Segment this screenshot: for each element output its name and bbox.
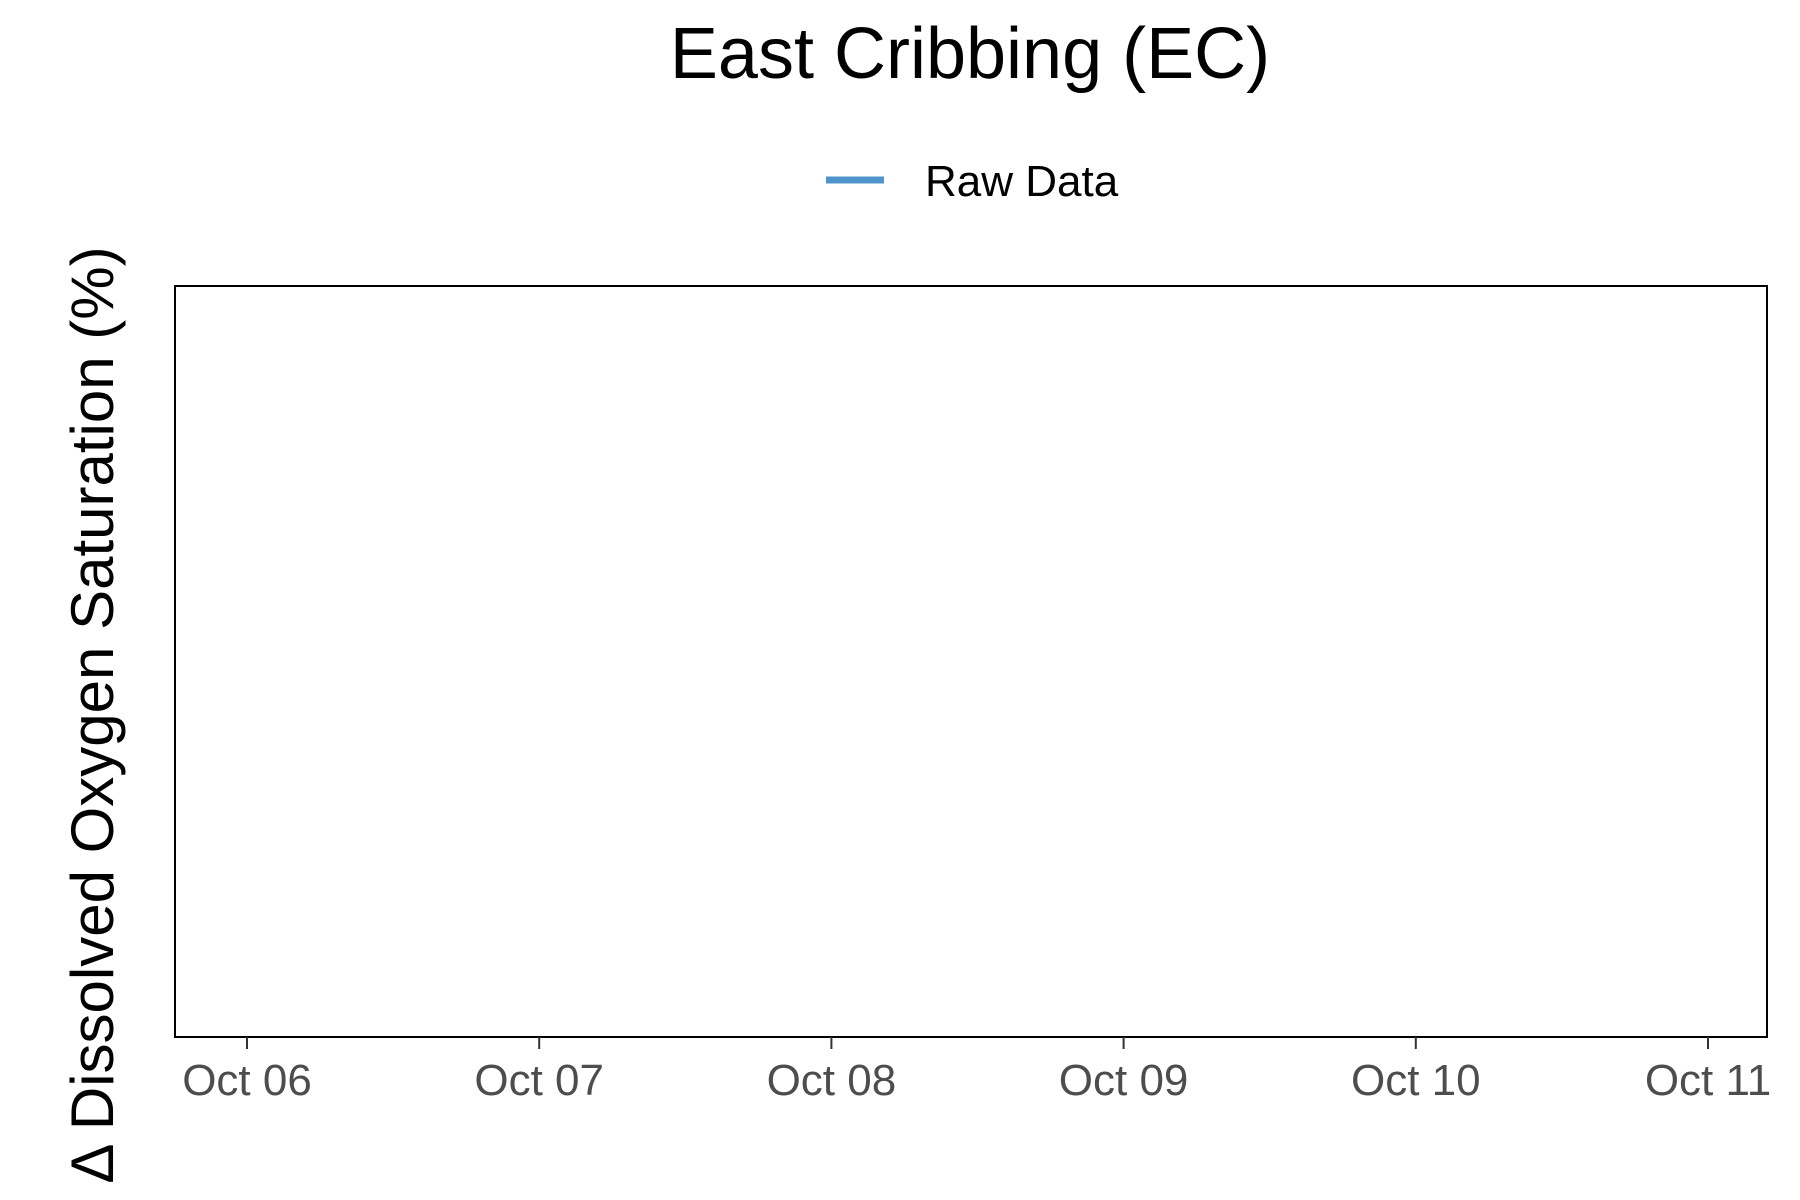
plot-panel bbox=[174, 285, 1768, 1038]
chart-title: East Cribbing (EC) bbox=[670, 14, 1270, 94]
legend: Raw Data bbox=[826, 157, 1119, 206]
y-axis-label: Δ Dissolved Oxygen Saturation (%) bbox=[59, 246, 126, 1183]
x-tick-label: Oct 07 bbox=[474, 1056, 604, 1105]
x-tick-label: Oct 11 bbox=[1645, 1056, 1771, 1105]
x-tick-label: Oct 09 bbox=[1059, 1056, 1189, 1105]
x-tick-label: Oct 08 bbox=[767, 1056, 897, 1105]
x-tick-label: Oct 06 bbox=[182, 1056, 312, 1105]
x-tick-label: Oct 10 bbox=[1351, 1056, 1481, 1105]
legend-label-raw-data: Raw Data bbox=[925, 157, 1119, 206]
x-axis-ticks: Oct 06 Oct 07 Oct 08 Oct 09 Oct 10 Oct 11 bbox=[182, 1037, 1771, 1105]
